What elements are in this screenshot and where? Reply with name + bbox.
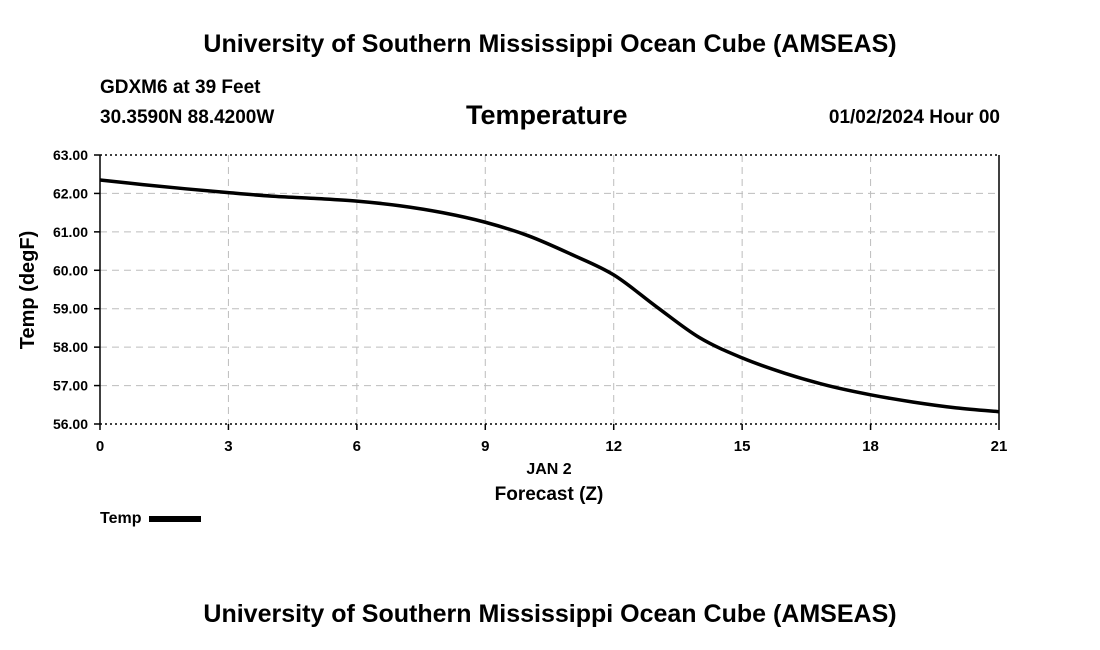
station-label: GDXM6 at 39 Feet bbox=[100, 77, 261, 98]
legend-swatch-temp bbox=[149, 515, 202, 522]
y-tick-label: 61.00 bbox=[53, 224, 88, 240]
series-line-temp bbox=[99, 178, 1000, 414]
x-tick-label: 15 bbox=[734, 438, 751, 455]
x-axis-date-label: JAN 2 bbox=[526, 461, 571, 478]
series-layer bbox=[99, 178, 1000, 414]
x-tick-label: 9 bbox=[481, 438, 489, 455]
x-axis-label: Forecast (Z) bbox=[495, 484, 604, 505]
x-tick-label: 12 bbox=[605, 438, 622, 455]
x-tick-label: 21 bbox=[991, 438, 1008, 455]
y-tick-label: 63.00 bbox=[53, 147, 88, 163]
station-coordinates: 30.3590N 88.4200W bbox=[100, 107, 275, 128]
footer-title: University of Southern Mississippi Ocean… bbox=[203, 600, 897, 628]
page-title: University of Southern Mississippi Ocean… bbox=[203, 30, 897, 58]
y-tick-label: 59.00 bbox=[53, 301, 88, 317]
y-tick-label: 58.00 bbox=[53, 339, 88, 355]
y-tick-label: 62.00 bbox=[53, 185, 88, 201]
x-tick-label: 0 bbox=[96, 438, 104, 455]
grid bbox=[100, 154, 999, 425]
legend: Temp bbox=[100, 510, 202, 528]
x-tick-label: 3 bbox=[224, 438, 232, 455]
forecast-datetime: 01/02/2024 Hour 00 bbox=[828, 107, 1000, 128]
axes: 0 3 6 9 12 15 18 21 56.00 57.00 58.00 59.00 60.00 61.… bbox=[53, 147, 1007, 455]
y-tick-label: 56.00 bbox=[53, 416, 88, 432]
x-tick-label: 6 bbox=[353, 438, 361, 455]
y-axis-label: Temp (degF) bbox=[17, 231, 39, 350]
legend-label-temp: Temp bbox=[100, 510, 142, 527]
x-tick-label: 18 bbox=[862, 438, 879, 455]
parameter-title: Temperature bbox=[466, 100, 628, 130]
y-tick-label: 57.00 bbox=[53, 378, 88, 394]
y-tick-label: 60.00 bbox=[53, 262, 88, 278]
